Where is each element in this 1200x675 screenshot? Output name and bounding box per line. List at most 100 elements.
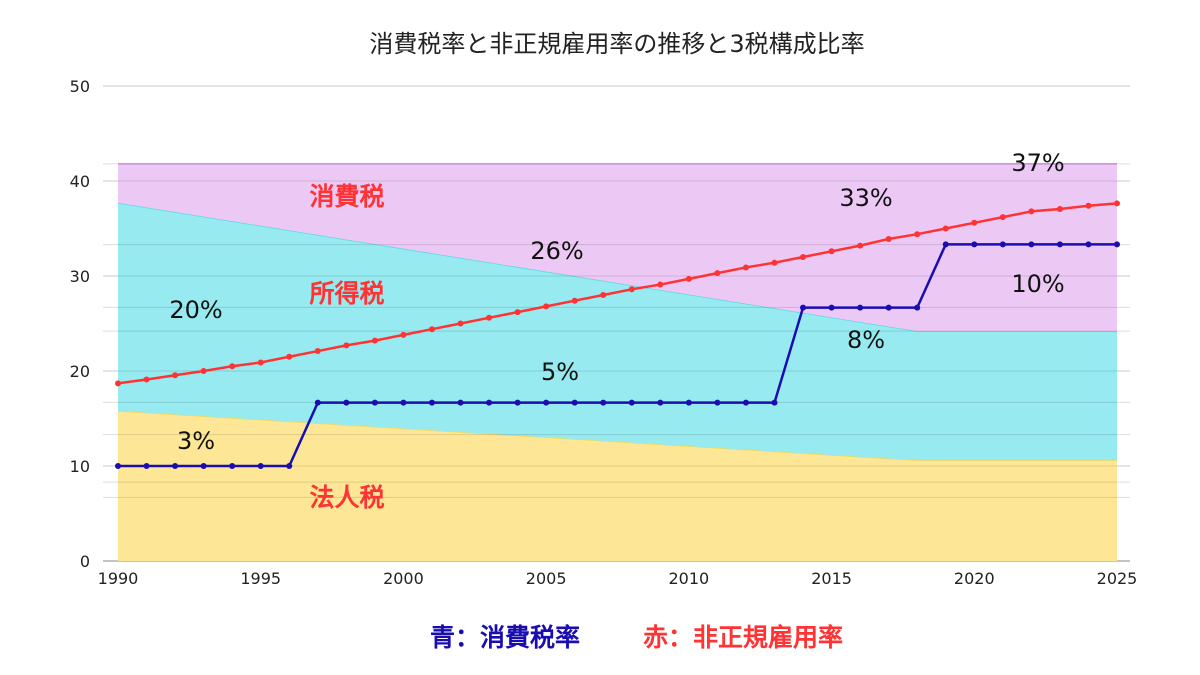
area-label: 消費税	[309, 182, 384, 211]
data-point	[999, 241, 1006, 248]
data-point	[600, 292, 607, 298]
data-point	[115, 380, 121, 387]
area-消費税	[118, 163, 1117, 332]
data-point	[343, 399, 350, 406]
data-point	[314, 348, 321, 355]
data-point	[1085, 202, 1092, 209]
data-point	[657, 399, 664, 406]
data-point	[1056, 206, 1063, 213]
data-point	[457, 320, 464, 327]
data-point	[771, 259, 778, 266]
data-point	[428, 399, 435, 406]
data-point	[628, 399, 635, 406]
data-point	[115, 463, 121, 469]
data-point	[343, 342, 350, 349]
data-point	[400, 331, 407, 338]
percent-label: 26%	[530, 237, 583, 265]
data-point	[1114, 241, 1120, 248]
y-tick-label: 50	[70, 77, 90, 96]
data-point	[942, 225, 949, 232]
percent-label: 37%	[1011, 149, 1064, 177]
data-point	[971, 241, 978, 248]
data-point	[229, 463, 236, 469]
data-point	[1114, 200, 1120, 207]
percent-label: 5%	[541, 358, 579, 386]
data-point	[914, 231, 921, 238]
data-point	[914, 304, 921, 311]
data-point	[543, 399, 550, 406]
data-point	[942, 241, 949, 248]
data-point	[800, 254, 807, 260]
data-point	[999, 214, 1006, 221]
data-point	[571, 399, 578, 406]
data-point	[571, 297, 578, 304]
series-line-消費税率	[118, 243, 1117, 468]
y-tick-label: 0	[80, 552, 90, 571]
data-point	[428, 326, 435, 333]
area-label: 所得税	[309, 279, 384, 308]
percent-label: 10%	[1011, 270, 1064, 298]
y-tick-label: 40	[70, 172, 90, 191]
x-tick-label: 2010	[668, 569, 709, 588]
percent-label: 8%	[847, 326, 885, 354]
legend-red: 赤：非正規雇用率	[643, 623, 844, 652]
percent-label: 3%	[177, 427, 215, 455]
area-label: 法人税	[309, 483, 384, 512]
x-tick-label: 2020	[954, 569, 995, 588]
data-point	[486, 399, 493, 406]
data-point	[172, 463, 179, 469]
y-tick-label: 20	[70, 362, 90, 381]
data-point	[486, 314, 493, 321]
legend-blue: 青：消費税率	[430, 623, 581, 652]
data-point	[657, 281, 664, 288]
data-point	[857, 304, 864, 311]
percent-label: 33%	[839, 184, 892, 212]
data-point	[828, 248, 835, 255]
data-point	[1028, 241, 1035, 248]
data-point	[514, 399, 521, 406]
data-point	[685, 275, 692, 282]
data-point	[1028, 208, 1035, 215]
data-point	[143, 376, 150, 383]
x-tick-label: 1990	[98, 569, 139, 588]
data-point	[628, 286, 635, 293]
data-point	[1056, 241, 1063, 248]
data-point	[685, 399, 692, 406]
data-point	[371, 399, 378, 406]
data-point	[514, 309, 521, 316]
data-point	[885, 304, 892, 311]
data-point	[286, 353, 293, 360]
area-法人税	[118, 410, 1117, 561]
x-tick-label: 2015	[811, 569, 852, 588]
data-point	[229, 363, 236, 370]
chart-title: 消費税率と非正規雇用率の推移と3税構成比率	[369, 30, 864, 58]
data-point	[143, 463, 150, 469]
y-tick-label: 10	[70, 457, 90, 476]
data-point	[200, 463, 207, 469]
data-point	[314, 399, 321, 406]
data-point	[172, 372, 179, 379]
data-point	[257, 359, 264, 366]
data-point	[885, 235, 892, 242]
percent-label: 20%	[169, 296, 222, 324]
data-point	[714, 399, 721, 406]
x-tick-label: 2005	[526, 569, 567, 588]
data-point	[400, 399, 407, 406]
data-point	[742, 264, 749, 271]
data-point	[1085, 241, 1092, 248]
y-tick-label: 30	[70, 267, 90, 286]
data-point	[286, 463, 293, 469]
area-所得税	[118, 202, 1117, 461]
data-point	[457, 399, 464, 406]
data-point	[200, 368, 207, 374]
x-tick-label: 1995	[240, 569, 281, 588]
data-point	[543, 303, 550, 310]
data-point	[257, 463, 264, 469]
data-point	[371, 337, 378, 344]
data-point	[771, 399, 778, 406]
data-point	[828, 304, 835, 311]
data-point	[800, 304, 807, 311]
data-point	[857, 242, 864, 249]
